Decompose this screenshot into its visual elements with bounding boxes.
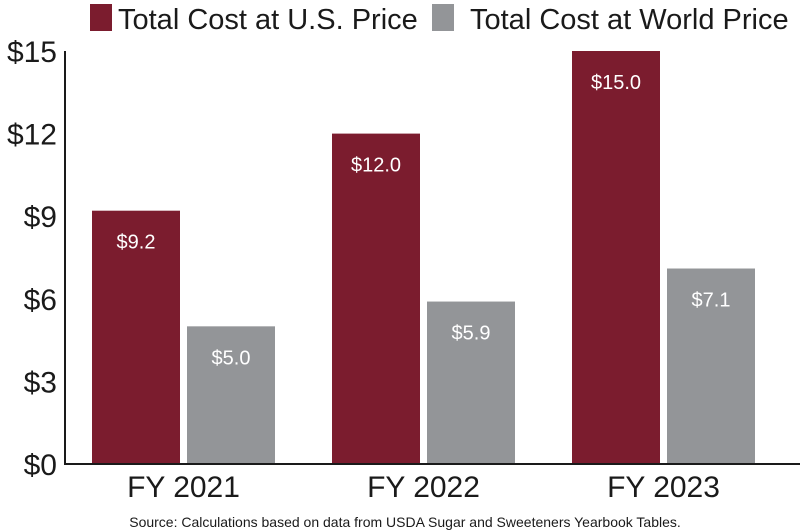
data-label: $12.0 [351,155,401,177]
bar [427,301,515,464]
bar [187,326,275,464]
legend: Total Cost at U.S. Price Total Cost at Wo… [90,4,789,36]
x-axis: FY 2021 FY 2022 FY 2023 [65,463,800,504]
data-label: $9.2 [117,232,156,254]
data-label: $5.0 [212,347,251,369]
data-label: $7.1 [692,290,731,312]
y-tick-label: $9 [24,201,57,234]
legend-label-1: Total Cost at U.S. Price [118,4,418,36]
y-tick-label: $0 [24,449,57,482]
source-note: Source: Calculations based on data from … [129,514,681,530]
bar [332,133,420,464]
data-label: $5.9 [452,323,491,345]
x-category-label: FY 2023 [607,471,720,504]
legend-label-2: Total Cost at World Price [470,4,789,36]
bars: $9.2 $5.0 $12.0 $5.9 $15.0 $7.1 [92,51,755,464]
data-label: $15.0 [591,72,641,94]
y-axis: $0 $3 $6 $9 $12 $15 [7,36,66,482]
y-tick-label: $3 [24,366,57,399]
legend-swatch-1 [90,4,112,31]
bar [667,268,755,464]
x-category-label: FY 2021 [127,471,240,504]
bar [572,51,660,464]
legend-swatch-2 [432,4,454,31]
y-tick-label: $15 [7,36,57,69]
x-category-label: FY 2022 [367,471,480,504]
bar [92,210,180,464]
y-tick-label: $12 [7,119,57,152]
y-tick-label: $6 [24,284,57,317]
